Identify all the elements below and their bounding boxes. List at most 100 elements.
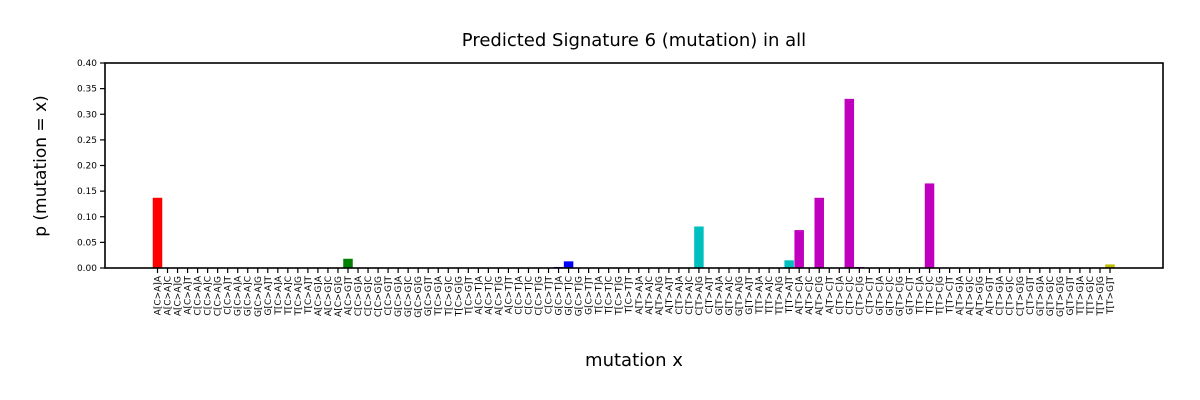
y-axis-label: p (mutation = x) (31, 95, 51, 237)
y-tick-label: 0.35 (77, 85, 97, 95)
x-tick-label: A[C>G]T (344, 276, 354, 316)
x-tick-label: G[C>G]A (394, 275, 404, 317)
x-tick-label: T[C>T]C (605, 276, 615, 315)
x-tick-label: A[T>C]C (805, 276, 815, 315)
x-tick-label: T[T>A]G (775, 276, 785, 316)
x-tick-label: G[C>T]A (555, 275, 565, 315)
y-axis-ticks: 0.00 0.05 0.10 0.15 0.20 0.25 0.30 0.35 0.40 (77, 59, 105, 274)
y-tick-label: 0.25 (77, 136, 97, 146)
x-tick-label: T[C>A]G (294, 276, 304, 317)
x-tick-label: T[T>G]G (1096, 276, 1106, 317)
bars-group (152, 98, 1115, 268)
x-tick-label: G[C>T]G (575, 276, 585, 316)
x-tick-label: C[T>C]C (845, 276, 855, 315)
x-tick-label: C[C>G]G (374, 276, 384, 317)
x-tick-label: C[C>G]T (384, 276, 394, 316)
x-tick-label: A[T>C]A (795, 275, 805, 315)
x-tick-label: C[C>A]C (204, 276, 214, 316)
x-tick-label: T[T>C]T (946, 276, 956, 315)
x-axis-label: mutation x (585, 350, 683, 371)
x-tick-label: T[C>T]G (615, 276, 625, 316)
x-tick-label: G[T>C]T (905, 276, 915, 315)
x-tick-label: C[T>C]T (865, 276, 875, 315)
x-tick-label: T[C>T]T (625, 276, 635, 315)
x-tick-label: G[C>G]G (414, 276, 424, 318)
bar-G[C>T]C (563, 261, 574, 268)
y-tick-label: 0.30 (77, 110, 97, 120)
y-tick-label: 0.10 (77, 213, 97, 223)
x-tick-label: G[T>A]A (715, 275, 725, 315)
x-tick-label: A[C>T]T (504, 275, 514, 314)
x-tick-label: G[C>G]T (424, 276, 434, 317)
x-tick-label: C[C>T]T (545, 276, 555, 315)
bar-C[T>A]G (694, 226, 704, 268)
plot-frame (104, 62, 1164, 269)
x-tick-label: A[T>C]G (815, 276, 825, 316)
bar-A[T>C]G (814, 197, 824, 268)
x-tick-label: G[T>C]A (875, 275, 885, 315)
x-tick-label: A[C>G]A (314, 275, 324, 316)
x-tick-label: T[C>G]G (454, 276, 464, 317)
x-tick-label: G[C>A]G (254, 276, 264, 317)
x-tick-label: A[C>A]G (174, 276, 184, 316)
x-tick-label: T[T>A]A (755, 275, 765, 315)
x-tick-label: A[T>A]C (645, 276, 655, 315)
x-tick-label: A[T>A]G (655, 276, 665, 315)
x-tick-label: T[C>A]T (304, 275, 314, 315)
x-tick-label: T[T>G]C (1086, 276, 1096, 316)
y-tick-label: 0.05 (77, 238, 97, 248)
x-tick-label: G[C>G]C (404, 276, 414, 317)
bar-A[C>A]A (152, 197, 163, 268)
y-tick-label: 0.40 (77, 59, 97, 69)
x-tick-label: A[C>T]C (484, 276, 494, 315)
x-tick-label: A[C>A]C (164, 276, 174, 315)
x-tick-label: C[T>A]A (675, 275, 685, 315)
x-tick-label: T[T>C]G (936, 276, 946, 316)
x-tick-label: C[T>A]T (705, 275, 715, 314)
x-tick-label: C[C>T]A (514, 275, 524, 315)
bar-A[T>C]A (794, 230, 804, 268)
x-tick-label: C[C>A]G (214, 276, 224, 316)
x-tick-label: A[T>G]T (986, 276, 996, 315)
x-tick-label: G[C>T]C (565, 276, 575, 316)
bar-T[T>A]T (784, 260, 794, 268)
x-tick-label: A[C>A]T (184, 276, 194, 315)
x-tick-label: G[C>T]T (585, 276, 595, 315)
x-tick-label: A[C>T]A (474, 275, 484, 315)
x-tick-label: A[T>G]C (966, 276, 976, 315)
x-tick-label: T[C>G]A (434, 275, 444, 316)
x-tick-label: G[T>G]A (1036, 275, 1046, 316)
x-tick-label: G[T>A]T (745, 276, 755, 315)
x-tick-label: C[T>C]A (835, 275, 845, 315)
x-tick-label: C[T>G]T (1026, 276, 1036, 315)
bar-T[T>G]T (1105, 264, 1115, 268)
x-tick-label: A[T>G]G (976, 276, 986, 316)
x-tick-label: G[T>G]C (1046, 276, 1056, 316)
chart-title: Predicted Signature 6 (mutation) in all (462, 30, 806, 51)
x-tick-label: T[C>T]A (595, 275, 605, 315)
x-tick-label: C[T>C]G (855, 276, 865, 316)
x-tick-label: C[T>A]C (685, 276, 695, 315)
x-tick-label: A[C>A]A (154, 275, 164, 315)
x-tick-label: G[T>C]G (895, 276, 905, 316)
x-tick-label: T[T>A]T (785, 276, 795, 315)
x-tick-label: T[T>G]A (1076, 275, 1086, 316)
x-tick-label: G[C>A]T (264, 276, 274, 316)
x-tick-label: C[C>T]C (524, 276, 534, 315)
x-tick-label: T[C>A]C (284, 276, 294, 316)
x-tick-label: T[T>C]C (926, 276, 936, 315)
x-tick-label: G[T>G]T (1066, 276, 1076, 316)
x-tick-label: G[C>A]A (234, 275, 244, 316)
y-tick-label: 0.20 (77, 162, 97, 172)
x-tick-label: G[T>A]G (735, 276, 745, 316)
x-tick-label: T[C>G]C (444, 276, 454, 317)
y-tick-label: 0.15 (77, 187, 97, 197)
x-tick-label: C[T>G]G (1016, 276, 1026, 316)
x-tick-label: A[C>T]G (494, 276, 504, 316)
x-tick-label: G[C>A]C (244, 276, 254, 316)
x-tick-label: G[T>C]C (885, 276, 895, 316)
bar-C[T>C]C (844, 98, 855, 268)
x-tick-label: A[T>G]A (956, 275, 966, 315)
x-tick-label: C[C>G]C (364, 276, 374, 316)
